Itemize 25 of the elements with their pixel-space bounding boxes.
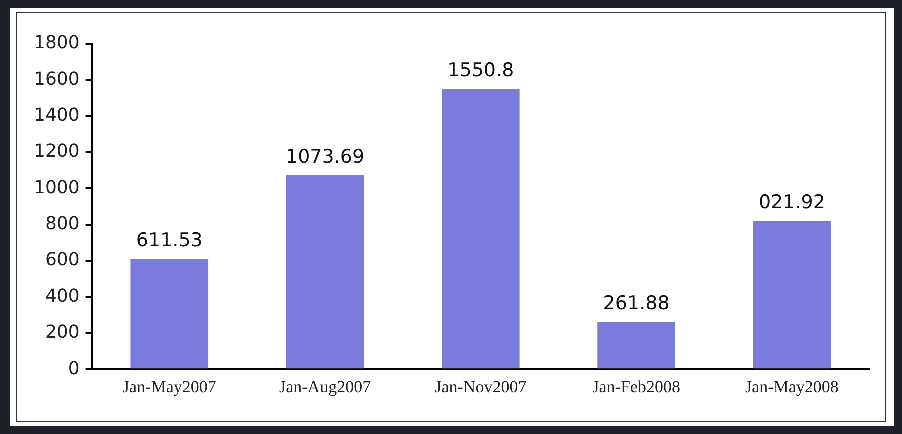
y-tick-label: 800 <box>45 214 80 235</box>
y-tick-label: 200 <box>45 322 80 344</box>
data-label: 261.88 <box>603 292 670 315</box>
bar <box>286 175 364 369</box>
data-label: 611.53 <box>136 229 203 252</box>
x-tick-label: Jan-Aug2007 <box>279 377 372 396</box>
y-tick-label: 1000 <box>34 177 80 198</box>
bar <box>442 89 520 369</box>
data-label: 1550.8 <box>448 60 514 82</box>
data-label: 1073.69 <box>286 146 365 168</box>
x-tick-label: Jan-Feb2008 <box>592 377 680 396</box>
x-tick-label: Jan-May2007 <box>122 377 217 396</box>
y-tick-label: 1600 <box>34 68 80 90</box>
x-tick-label: Jan-Nov2007 <box>435 377 528 396</box>
y-tick-label: 0 <box>68 358 80 380</box>
x-tick-label: Jan-May2008 <box>745 377 839 396</box>
bar <box>753 221 832 369</box>
y-tick-label: 1800 <box>34 32 80 54</box>
annotation: 021.92 <box>758 192 826 214</box>
y-tick-label: 1400 <box>34 105 80 126</box>
y-tick-label: 1200 <box>34 141 80 162</box>
bar <box>598 322 676 369</box>
y-tick-label: 600 <box>45 250 80 271</box>
y-tick-label: 400 <box>45 286 80 307</box>
bar <box>130 258 209 369</box>
